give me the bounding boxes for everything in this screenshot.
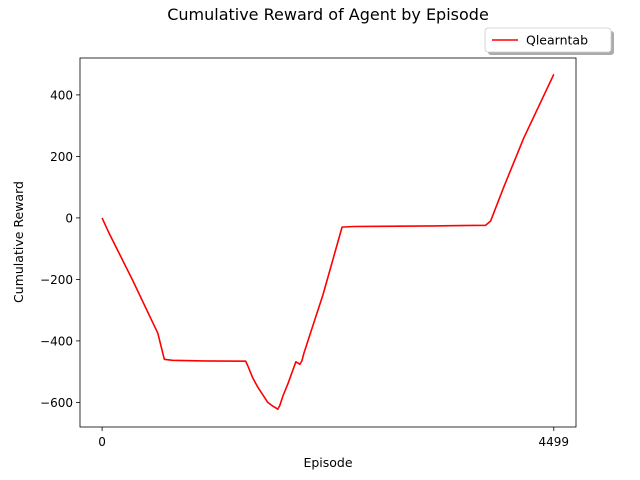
series-line-qlearntab [101, 73, 555, 410]
y-tick-label: 400 [50, 88, 73, 102]
x-tick-label: 4499 [539, 435, 570, 449]
legend-box [484, 27, 612, 53]
y-tick-label: 200 [50, 150, 73, 164]
x-axis: 0 4499 [98, 427, 569, 449]
legend: Qlearntab [484, 27, 614, 55]
y-axis: −600 −400 −200 0 200 400 [40, 88, 80, 410]
chart-title: Cumulative Reward of Agent by Episode [167, 5, 489, 24]
y-tick-label: 0 [65, 211, 73, 225]
legend-entry-qlearntab: Qlearntab [526, 33, 588, 48]
y-tick-label: −200 [40, 273, 73, 287]
y-tick-label: −400 [40, 334, 73, 348]
plot-area [79, 57, 577, 428]
y-axis-label: Cumulative Reward [11, 181, 26, 303]
x-tick-label: 0 [98, 435, 106, 449]
x-axis-label: Episode [303, 455, 352, 470]
y-tick-label: −600 [40, 396, 73, 410]
